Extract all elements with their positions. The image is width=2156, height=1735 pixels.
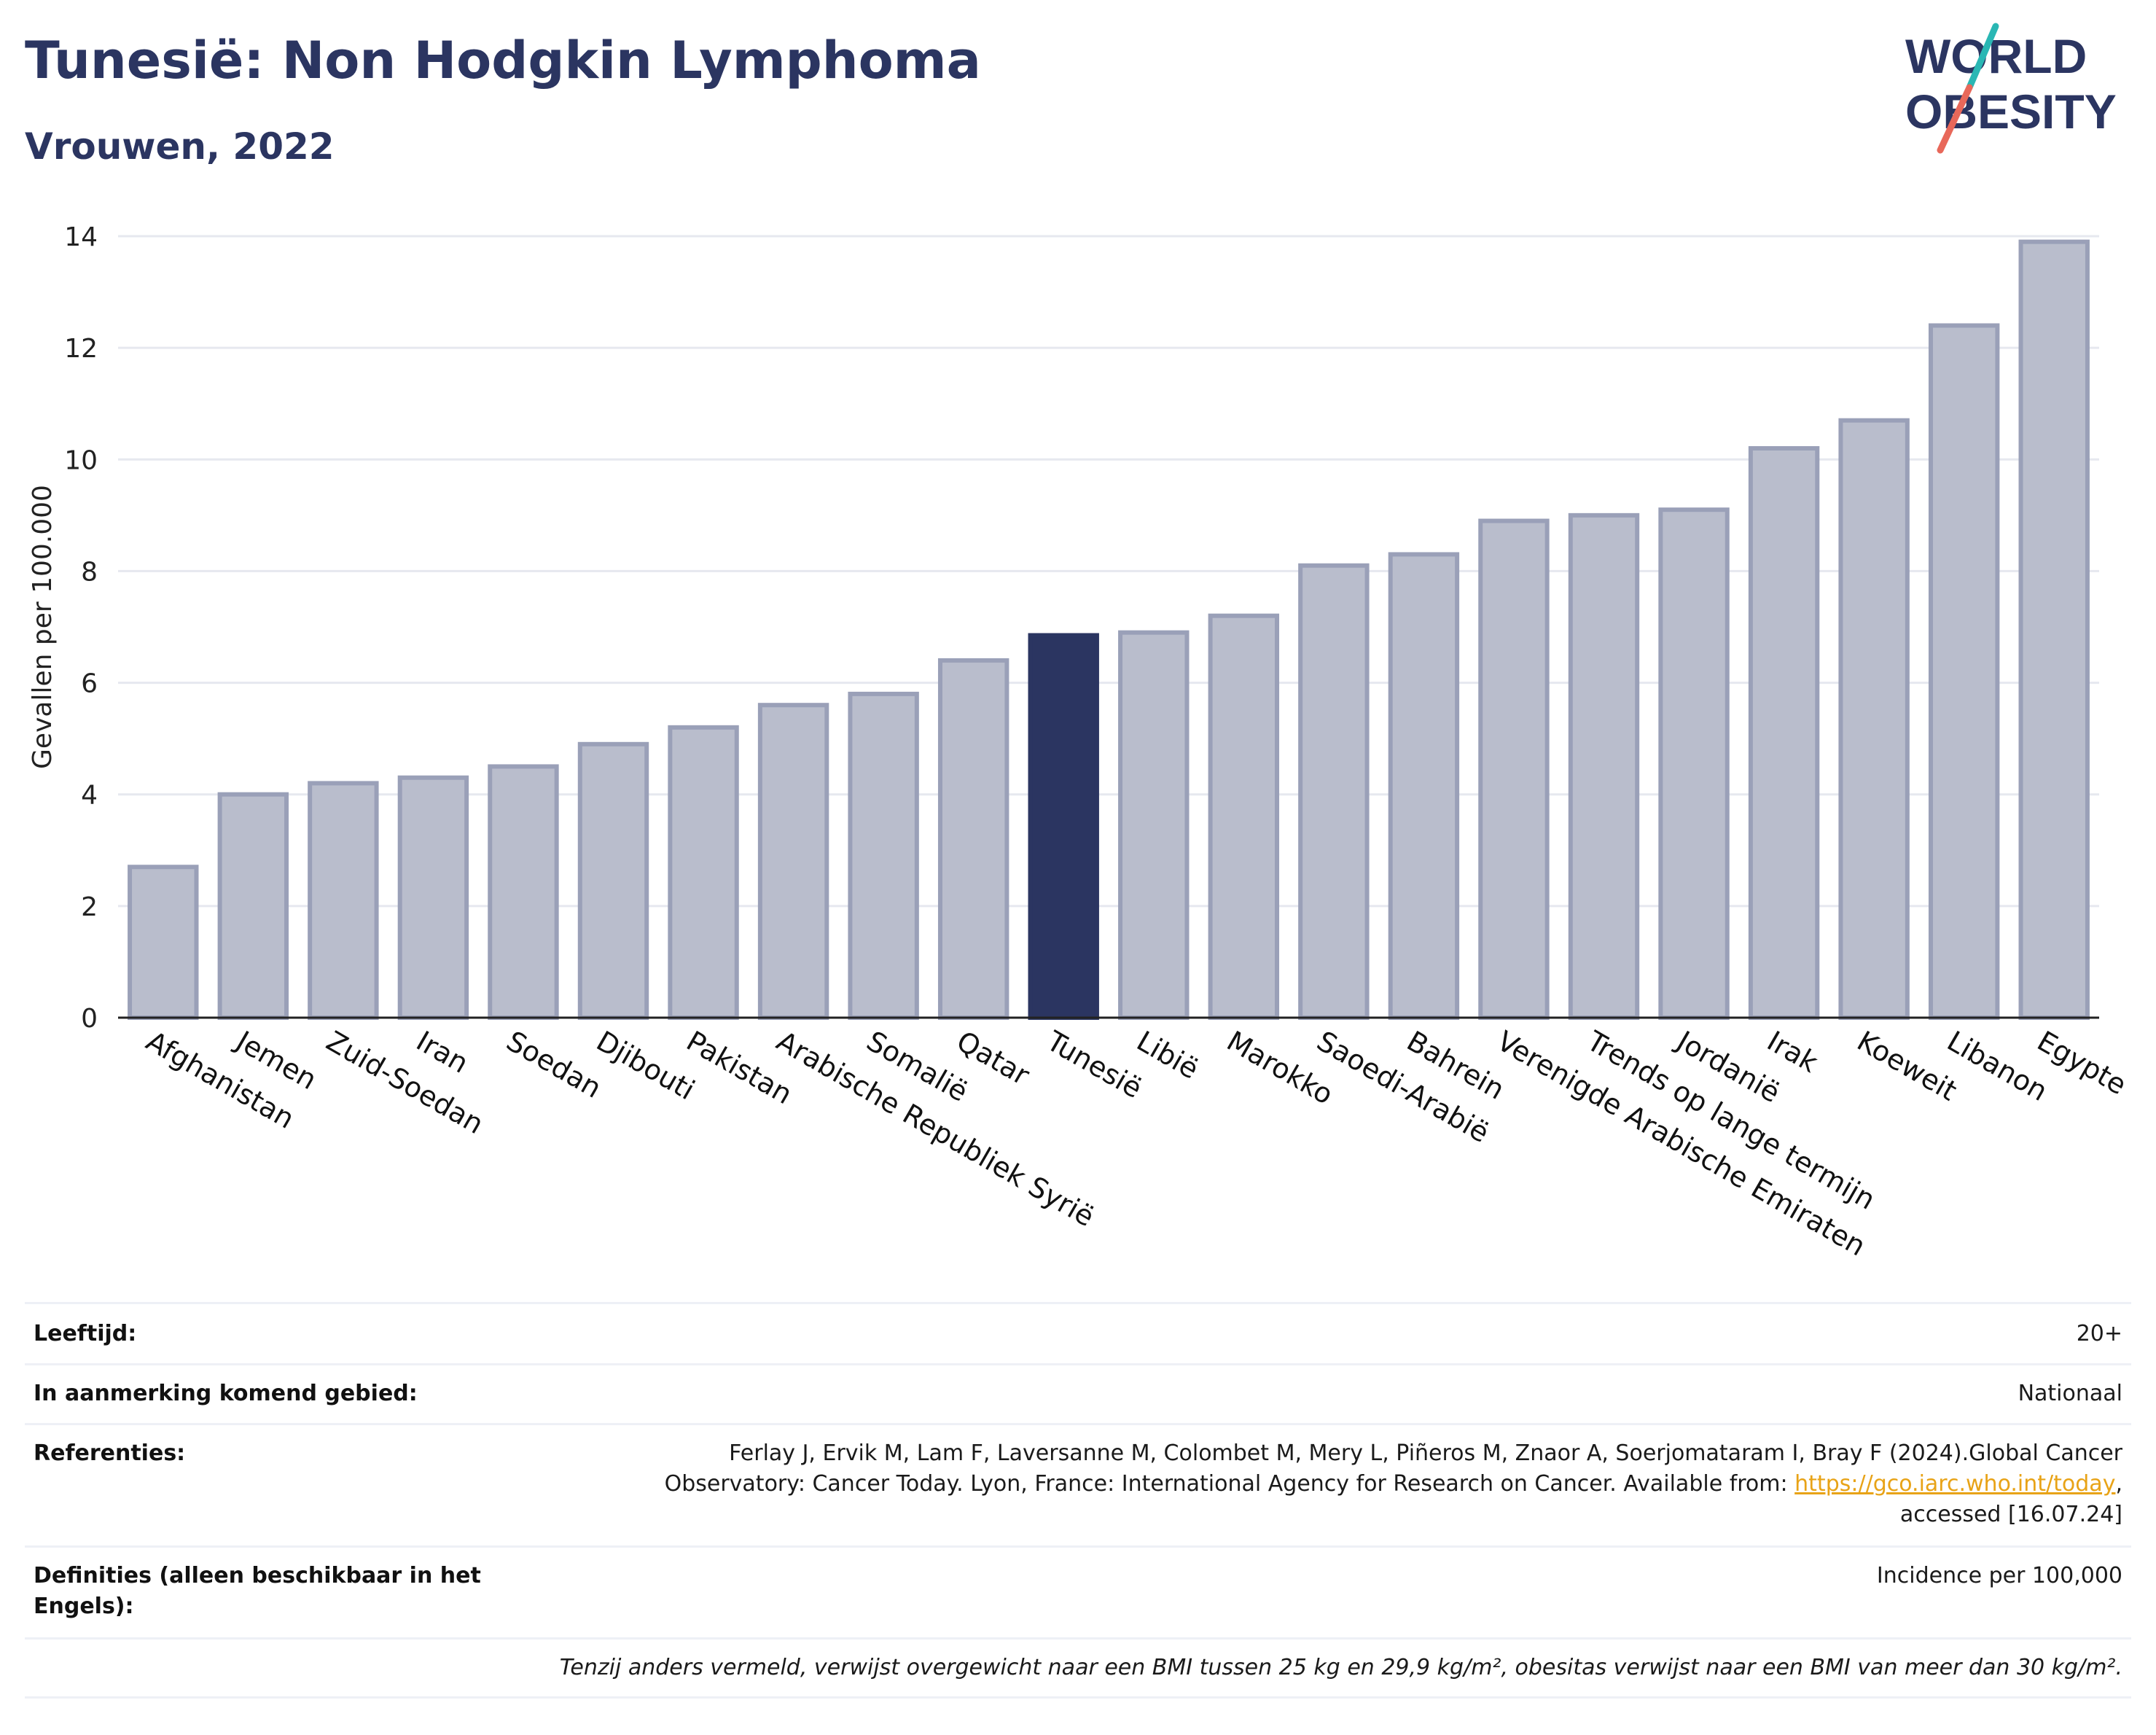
area-label: In aanmerking komend gebied: <box>34 1381 418 1406</box>
y-tick-label: 12 <box>64 334 98 364</box>
references-line2: Observatory: Cancer Today. Lyon, France:… <box>665 1469 2122 1500</box>
bar <box>1298 563 1370 1020</box>
age-value: 20+ <box>2076 1321 2122 1346</box>
footer-note: Tenzij anders vermeld, verwijst overgewi… <box>559 1655 2122 1680</box>
definitions-label: Definities (alleen beschikbaar in het En… <box>34 1563 481 1619</box>
x-tick-label: Soedan <box>501 1025 606 1104</box>
references-text: Ferlay J, Ervik M, Lam F, Laversanne M, … <box>665 1438 2122 1530</box>
y-tick-label: 4 <box>81 781 98 811</box>
x-tick-label: Zuid-Soedan <box>321 1025 488 1140</box>
x-tick-label: Irak <box>1762 1025 1823 1079</box>
y-tick-label: 6 <box>81 669 98 699</box>
y-tick-label: 8 <box>81 557 98 587</box>
references-line3: accessed [16.07.24] <box>1899 1502 2122 1527</box>
bar <box>1748 445 1820 1020</box>
footer-row-area: In aanmerking komend gebied: Nationaal <box>25 1363 2131 1423</box>
x-tick-label: Libanon <box>1942 1025 2053 1107</box>
y-axis-label: Gevallen per 100.000 <box>28 485 58 769</box>
bar <box>217 792 289 1020</box>
chart-title: Tunesië: Non Hodgkin Lymphoma <box>25 31 981 90</box>
world-obesity-logo: WORLD OBESITY <box>1905 23 2117 154</box>
y-tick-label: 14 <box>64 222 98 252</box>
references-link[interactable]: https://gco.iarc.who.int/today <box>1794 1471 2116 1497</box>
bar <box>848 691 919 1021</box>
x-tick-label: Iran <box>411 1025 474 1080</box>
y-tick-label: 10 <box>64 445 98 475</box>
bar <box>1478 518 1550 1020</box>
bar <box>757 703 829 1020</box>
footer-row-references: Referenties: Ferlay J, Ervik M, Lam F, L… <box>25 1423 2131 1545</box>
bar <box>1208 613 1280 1020</box>
footer-row-definitions: Definities (alleen beschikbaar in het En… <box>25 1545 2131 1637</box>
chart-subtitle: Vrouwen, 2022 <box>25 125 335 168</box>
references-line2-text: Observatory: Cancer Today. Lyon, France:… <box>664 1471 1795 1497</box>
bar <box>937 658 1009 1020</box>
bar <box>488 764 559 1021</box>
logo-line1: WORLD <box>1905 29 2087 83</box>
logo-line2: OBESITY <box>1905 85 2117 139</box>
footer-row-age: Leeftijd: 20+ <box>25 1302 2131 1363</box>
bar <box>128 865 199 1021</box>
logo-slash-teal <box>1966 23 1999 91</box>
area-value: Nationaal <box>2018 1381 2122 1406</box>
y-tick-label: 0 <box>81 1004 98 1034</box>
bar <box>668 725 739 1020</box>
x-tick-label: Djibouti <box>591 1025 700 1107</box>
x-tick-label: Tunesië <box>1041 1024 1147 1104</box>
bar <box>1838 418 1910 1020</box>
bar <box>1658 507 1730 1020</box>
references-line1: Ferlay J, Ervik M, Lam F, Laversanne M, … <box>729 1440 2122 1466</box>
footer-table: Leeftijd: 20+ In aanmerking komend gebie… <box>25 1302 2131 1699</box>
y-tick-label: 2 <box>81 892 98 922</box>
references-line2-end: , <box>2115 1471 2122 1497</box>
bar <box>1928 323 2000 1020</box>
footer-row-note: Tenzij anders vermeld, verwijst overgewi… <box>25 1637 2131 1699</box>
bar <box>1118 630 1190 1020</box>
bar-highlight <box>1028 633 1099 1020</box>
y-tick-labels: 0 2 4 6 8 10 12 14 <box>64 222 98 1034</box>
bar <box>1568 512 1640 1020</box>
references-label: Referenties: <box>34 1440 186 1466</box>
bars <box>128 239 2090 1021</box>
age-label: Leeftijd: <box>34 1321 137 1346</box>
bar <box>2018 239 2090 1021</box>
bar <box>577 741 649 1020</box>
logo-slash-red <box>1937 84 1973 154</box>
definitions-value: Incidence per 100,000 <box>1876 1563 2122 1588</box>
x-tick-label: Koeweit <box>1852 1025 1963 1107</box>
bar <box>397 775 469 1020</box>
bar <box>308 781 379 1021</box>
bar <box>1388 552 1460 1020</box>
